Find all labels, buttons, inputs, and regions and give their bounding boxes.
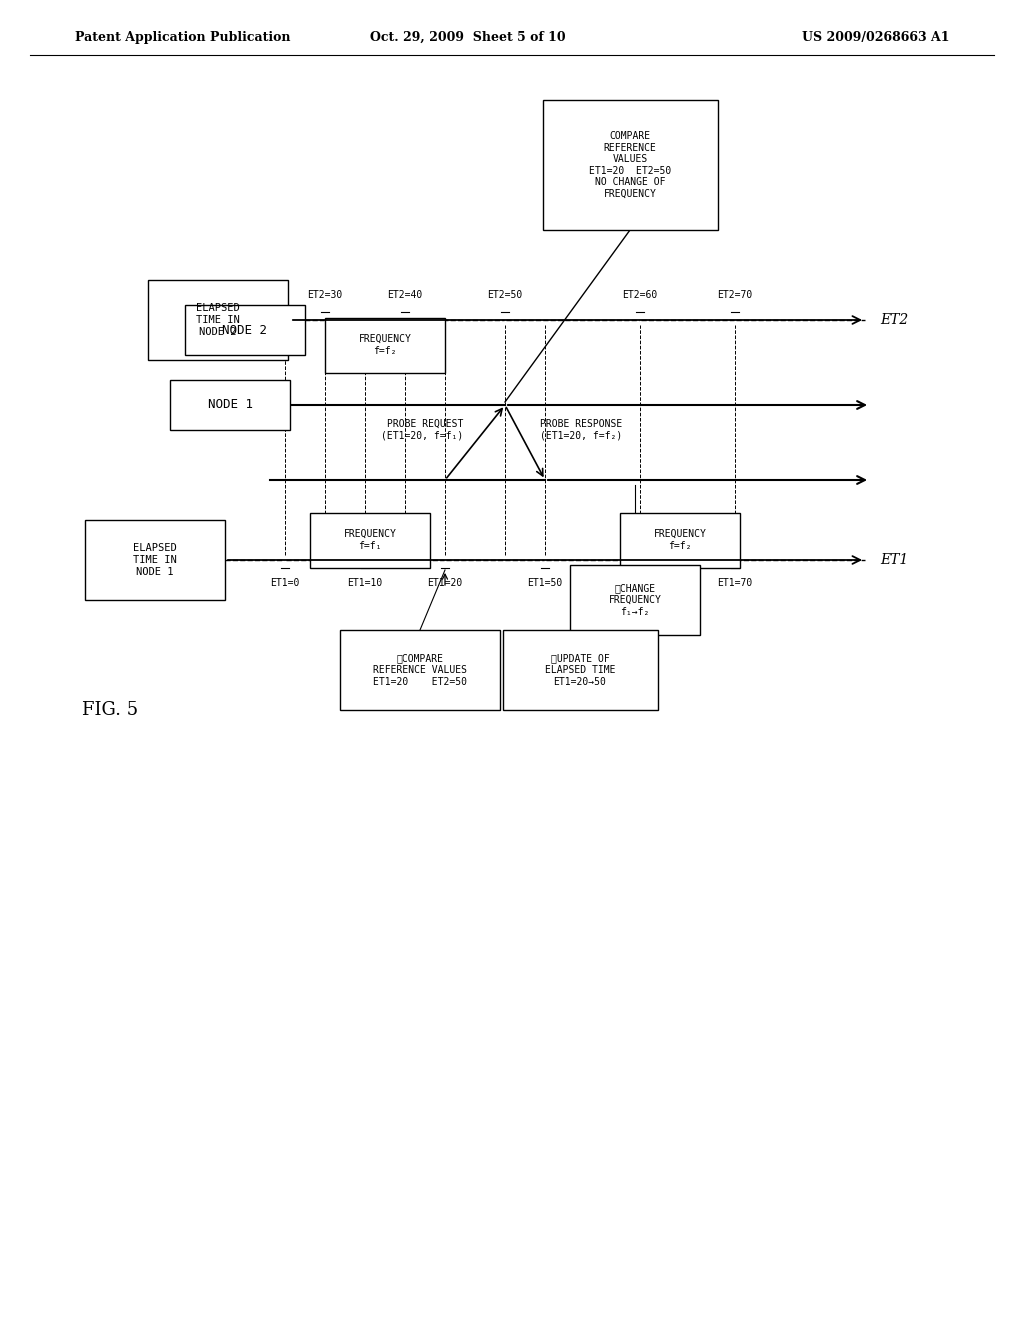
- Text: PROBE REQUEST
(ET1=20, f=f₁): PROBE REQUEST (ET1=20, f=f₁): [381, 418, 463, 441]
- Bar: [185, 305, 305, 355]
- Text: US 2009/0268663 A1: US 2009/0268663 A1: [803, 30, 950, 44]
- Bar: [543, 100, 718, 230]
- Text: FIG. 5: FIG. 5: [82, 701, 138, 719]
- Bar: [570, 565, 700, 635]
- Text: ET2: ET2: [880, 313, 908, 327]
- Text: ET2=40: ET2=40: [387, 290, 423, 300]
- Text: ET1=10: ET1=10: [347, 578, 383, 587]
- Text: COMPARE
REFERENCE
VALUES
ET1=20  ET2=50
NO CHANGE OF
FREQUENCY: COMPARE REFERENCE VALUES ET1=20 ET2=50 N…: [589, 131, 671, 199]
- Text: ①COMPARE
REFERENCE VALUES
ET1=20    ET2=50: ①COMPARE REFERENCE VALUES ET1=20 ET2=50: [373, 653, 467, 686]
- Bar: [148, 280, 288, 360]
- Text: FREQUENCY
f=f₁: FREQUENCY f=f₁: [344, 529, 396, 550]
- Bar: [85, 520, 225, 601]
- Text: ET2=60: ET2=60: [623, 290, 657, 300]
- Text: Patent Application Publication: Patent Application Publication: [75, 30, 291, 44]
- Text: ET1=50: ET1=50: [527, 578, 562, 587]
- Text: ET2=50: ET2=50: [487, 290, 522, 300]
- Text: FREQUENCY
f=f₂: FREQUENCY f=f₂: [358, 334, 412, 356]
- Text: ET1: ET1: [880, 553, 908, 568]
- Bar: [170, 380, 290, 430]
- Text: Oct. 29, 2009  Sheet 5 of 10: Oct. 29, 2009 Sheet 5 of 10: [371, 30, 566, 44]
- Text: ET1=20: ET1=20: [427, 578, 463, 587]
- Bar: [620, 512, 740, 568]
- Text: ET2=30: ET2=30: [307, 290, 343, 300]
- Bar: [503, 630, 657, 710]
- Text: NODE 2: NODE 2: [222, 323, 267, 337]
- Text: ET1=0: ET1=0: [270, 578, 300, 587]
- Text: ③CHANGE
FREQUENCY
f₁→f₂: ③CHANGE FREQUENCY f₁→f₂: [608, 583, 662, 616]
- Text: ET1=60: ET1=60: [623, 578, 657, 587]
- Text: FREQUENCY
f=f₂: FREQUENCY f=f₂: [653, 529, 707, 550]
- Text: ELAPSED
TIME IN
NODE 2: ELAPSED TIME IN NODE 2: [197, 304, 240, 337]
- Text: ET2=70: ET2=70: [718, 290, 753, 300]
- Text: ③UPDATE OF
ELAPSED TIME
ET1=20→50: ③UPDATE OF ELAPSED TIME ET1=20→50: [545, 653, 615, 686]
- Text: PROBE RESPONSE
(ET1=20, f=f₂): PROBE RESPONSE (ET1=20, f=f₂): [540, 418, 623, 441]
- Bar: [340, 630, 500, 710]
- Text: ET1=70: ET1=70: [718, 578, 753, 587]
- Bar: [325, 318, 445, 372]
- Text: NODE 1: NODE 1: [208, 399, 253, 412]
- Text: ELAPSED
TIME IN
NODE 1: ELAPSED TIME IN NODE 1: [133, 544, 177, 577]
- Bar: [310, 512, 430, 568]
